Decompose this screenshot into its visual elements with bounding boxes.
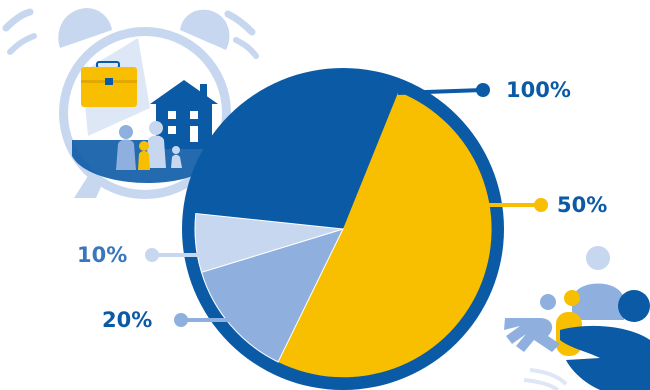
leader-dot-20 — [174, 313, 188, 327]
leader-dot-100 — [476, 83, 490, 97]
pie-slice-10 — [194, 212, 344, 273]
pie-slices — [194, 81, 492, 378]
label-20: 20% — [102, 308, 238, 332]
label-100: 100% — [397, 78, 571, 102]
house-icon — [150, 80, 218, 149]
label-50: 50% — [476, 193, 607, 217]
briefcase-icon — [81, 61, 137, 107]
hands-coin-icon — [504, 246, 650, 390]
slice-label-10: 10% — [77, 243, 127, 267]
family-icon — [116, 121, 182, 170]
slice-label-20: 20% — [102, 308, 152, 332]
leader-dot-50 — [534, 198, 548, 212]
label-10: 10% — [77, 243, 208, 267]
pie-slice-20 — [200, 228, 344, 363]
slice-label-100: 100% — [506, 78, 571, 102]
pie-slice-50 — [278, 91, 492, 378]
leader-line-100 — [397, 88, 484, 95]
slice-label-50: 50% — [557, 193, 607, 217]
leader-dot-10 — [145, 248, 159, 262]
